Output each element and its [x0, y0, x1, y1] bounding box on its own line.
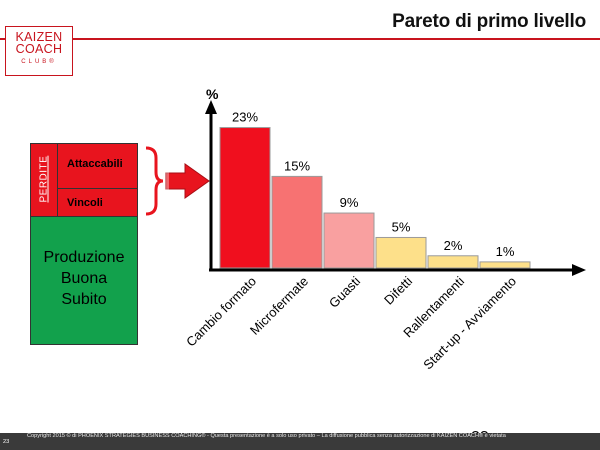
- bar-1: [271, 175, 323, 269]
- kaizen-coach-logo: KAIZEN COACH CLUB®: [5, 26, 73, 76]
- category-label-2: Guasti: [326, 273, 363, 310]
- bar-5: [479, 261, 531, 269]
- category-label-5: Start-up - Avviamento: [420, 274, 519, 373]
- x-axis-arrow-icon: [572, 264, 586, 276]
- attaccabili-label: Attaccabili: [67, 158, 123, 170]
- produzione-buona-box: Produzione Buona Subito: [30, 217, 138, 345]
- category-label-0: Cambio formato: [183, 274, 259, 350]
- y-axis-label: %: [206, 86, 219, 102]
- value-label-2: 9%: [340, 195, 359, 210]
- footer-bar: 23 Copyright 2015 © di PHOENIX STRATEGIE…: [0, 433, 600, 450]
- logo-line-3: CLUB®: [21, 59, 57, 65]
- value-label-0: 23%: [232, 110, 258, 125]
- footer-page-number: 23: [3, 439, 10, 445]
- logo-line-1: KAIZEN: [15, 30, 63, 44]
- bar-2: [323, 212, 375, 269]
- right-arrow-icon: [165, 163, 210, 199]
- arrow-shadow: [166, 171, 169, 191]
- title-rule: [0, 38, 600, 40]
- perdite-mid-divider: [57, 188, 137, 189]
- perdite-divider: [57, 144, 58, 216]
- value-label-4: 2%: [444, 238, 463, 253]
- vincoli-label: Vincoli: [67, 197, 103, 209]
- produzione-line-2: Buona: [60, 270, 108, 287]
- value-label-3: 5%: [392, 219, 411, 234]
- value-label-5: 1%: [496, 244, 515, 259]
- page-title: Pareto di primo livello: [392, 11, 586, 32]
- logo-line-2: COACH: [15, 42, 63, 56]
- footer-copyright: Copyright 2015 © di PHOENIX STRATEGIES B…: [27, 433, 506, 439]
- y-axis-arrow-icon: [205, 100, 217, 114]
- category-label-3: Difetti: [381, 273, 415, 307]
- bar-0: [219, 127, 271, 269]
- value-label-1: 15%: [284, 158, 310, 173]
- bar-3: [375, 236, 427, 269]
- produzione-line-3: Subito: [61, 291, 107, 308]
- curly-bracket: [145, 146, 164, 216]
- bar-4: [427, 255, 479, 269]
- perdite-box: PERDITE Attaccabili Vincoli: [30, 143, 138, 217]
- produzione-line-1: Produzione: [43, 249, 125, 266]
